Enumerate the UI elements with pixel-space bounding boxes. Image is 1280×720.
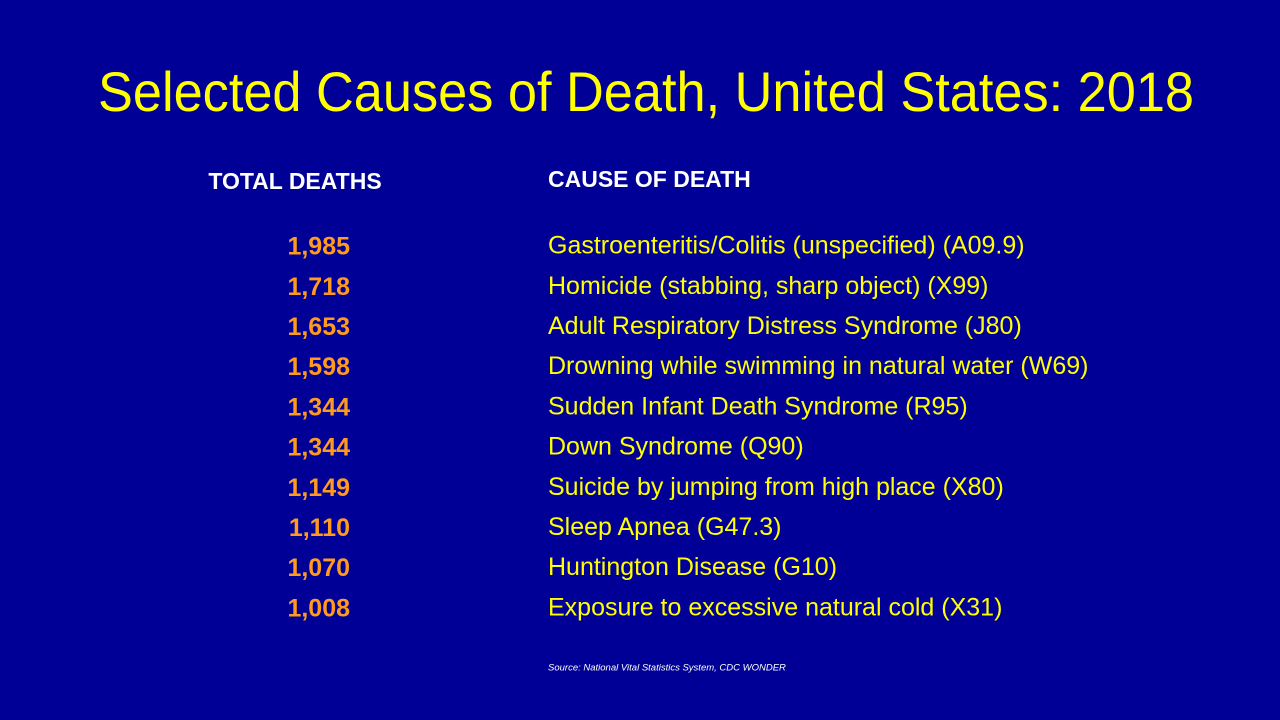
death-count: 1,344 <box>287 393 350 421</box>
cause-of-death: Gastroenteritis/Colitis (unspecified) (A… <box>548 232 1025 260</box>
cause-of-death: Homicide (stabbing, sharp object) (X99) <box>548 272 988 300</box>
column-header: TOTAL DEATHS <box>208 168 381 194</box>
death-count: 1,985 <box>287 233 350 261</box>
cause-of-death: Huntington Disease (G10) <box>548 553 837 581</box>
source-note: Source: National Vital Statistics System… <box>548 663 786 674</box>
death-count: 1,008 <box>287 594 350 622</box>
slide-title: Selected Causes of Death, United States:… <box>98 60 1194 123</box>
death-count: 1,598 <box>287 353 350 381</box>
death-count: 1,653 <box>287 313 350 341</box>
death-count: 1,070 <box>287 554 350 582</box>
cause-of-death: Drowning while swimming in natural water… <box>548 352 1088 380</box>
cause-of-death: Sleep Apnea (G47.3) <box>548 513 782 541</box>
cause-of-death: Sudden Infant Death Syndrome (R95) <box>548 392 968 420</box>
table-rows: 1,985 Gastroenteritis/Colitis (unspecifie… <box>287 232 1088 623</box>
death-count: 1,110 <box>289 514 350 542</box>
cause-of-death: Adult Respiratory Distress Syndrome (J80… <box>548 312 1022 340</box>
death-count: 1,718 <box>287 273 350 301</box>
death-count: 1,149 <box>287 474 350 502</box>
death-count: 1,344 <box>287 434 350 462</box>
cause-of-death: Down Syndrome (Q90) <box>548 433 804 461</box>
cause-of-death: Suicide by jumping from high place (X80) <box>548 473 1004 501</box>
cause-of-death: Exposure to excessive natural cold (X31) <box>548 593 1002 621</box>
column-header: CAUSE OF DEATH <box>548 166 751 192</box>
